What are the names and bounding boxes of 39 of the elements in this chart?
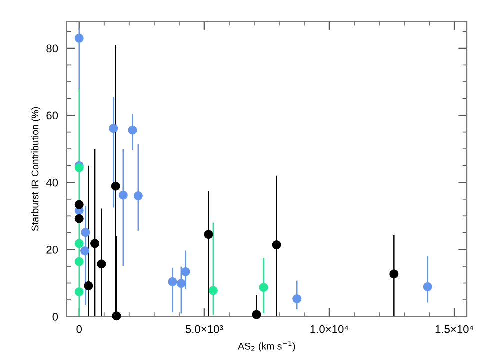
y-tick-label: 0 xyxy=(52,313,58,321)
y-tick-label: 40 xyxy=(46,178,58,187)
point xyxy=(128,126,138,135)
point xyxy=(74,239,84,248)
y-axis-title: Starburst IR Contribution (%) xyxy=(32,107,41,232)
y-tick-label: 20 xyxy=(46,246,58,254)
point xyxy=(259,283,268,292)
point xyxy=(97,260,106,269)
point xyxy=(208,286,218,296)
point xyxy=(134,192,143,201)
point xyxy=(80,246,90,256)
point xyxy=(176,279,186,288)
x-tick-label: 1.0×10⁴ xyxy=(310,325,348,334)
x-tick-label: 5.0×10³ xyxy=(186,325,224,334)
x-axis-title: AS$_{2}$ (km s$^{−1}$) xyxy=(238,341,296,352)
point xyxy=(168,277,178,286)
point xyxy=(118,190,128,200)
point xyxy=(74,200,84,210)
point xyxy=(204,230,214,240)
point xyxy=(74,214,84,224)
x-tick-label: 1.5×10⁴ xyxy=(436,325,474,334)
x-tick-label: 0 xyxy=(76,325,82,334)
point xyxy=(84,281,94,290)
point xyxy=(112,312,122,321)
point xyxy=(74,287,84,296)
point xyxy=(109,124,118,134)
y-tick-label: 80 xyxy=(46,44,58,53)
point xyxy=(90,239,100,248)
point xyxy=(390,270,399,279)
point xyxy=(272,240,282,250)
point xyxy=(81,228,90,238)
point xyxy=(74,257,84,266)
point xyxy=(111,182,120,191)
point xyxy=(74,34,84,43)
point xyxy=(181,267,190,276)
point xyxy=(423,282,432,292)
y-tick-label: 60 xyxy=(46,112,58,120)
point xyxy=(292,294,302,304)
point xyxy=(252,310,262,320)
